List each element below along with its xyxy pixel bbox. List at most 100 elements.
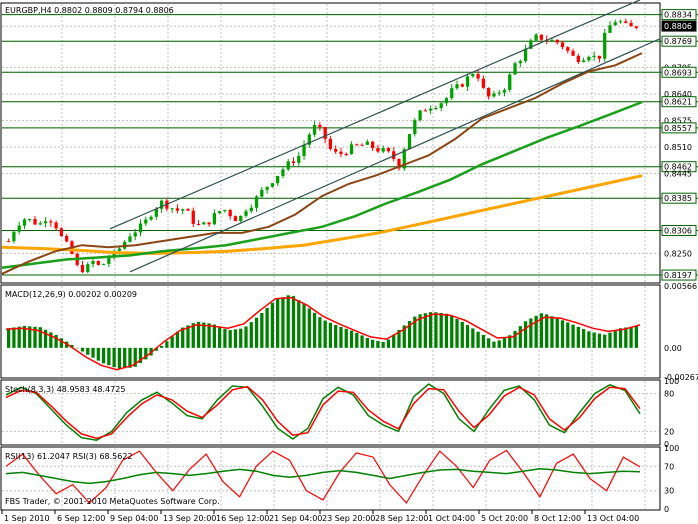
- candle-body: [239, 215, 243, 222]
- candle-body: [550, 39, 554, 41]
- candle-body: [487, 87, 491, 97]
- candle-body: [581, 60, 586, 63]
- candle-body: [302, 144, 306, 156]
- macd-bar: [418, 314, 422, 348]
- macd-bar: [492, 341, 496, 348]
- candle-body: [297, 155, 301, 163]
- candle-body: [170, 208, 174, 210]
- candle-body: [571, 50, 575, 56]
- price-axis-label: 0.8510: [664, 143, 692, 152]
- candle-body: [254, 196, 259, 208]
- candle-body: [539, 34, 544, 40]
- chart-symbol-header: EURGBP,H4 0.8802 0.8809 0.8794 0.8806: [5, 6, 174, 15]
- time-axis-label: 9 Sep 04:00: [110, 514, 158, 523]
- macd-bar: [80, 347, 85, 352]
- candle-body: [107, 257, 111, 264]
- macd-bar: [291, 296, 296, 348]
- price-axis-label: 0.8385: [664, 194, 692, 203]
- candle-body: [307, 134, 311, 145]
- price-label-box: [661, 66, 697, 78]
- candle-body: [286, 161, 290, 170]
- macd-bar: [43, 329, 48, 348]
- price-axis-label: 0.8575: [664, 117, 692, 126]
- candle-body: [518, 61, 522, 64]
- macd-bar: [502, 337, 507, 348]
- macd-bar: [534, 315, 538, 348]
- macd-bar: [618, 328, 623, 348]
- channel-line: [109, 0, 641, 230]
- candle-body: [96, 260, 100, 265]
- macd-bar: [323, 320, 327, 348]
- macd-bar: [376, 340, 380, 348]
- macd-bar: [165, 341, 169, 348]
- macd-bar: [244, 326, 248, 348]
- macd-bar: [571, 324, 575, 348]
- indicator-axis-label: 100: [664, 444, 679, 453]
- candle-body: [59, 228, 64, 237]
- macd-bar: [476, 331, 480, 348]
- candle-body: [597, 55, 602, 59]
- macd-bar: [144, 347, 148, 360]
- price-axis-label: 0.8197: [664, 271, 692, 280]
- time-axis-label: 23 Sep 20:00: [322, 514, 375, 523]
- macd-bar: [112, 347, 116, 368]
- macd-bar: [286, 295, 290, 348]
- price-axis-label: 0.8306: [664, 226, 692, 235]
- macd-bar: [123, 347, 127, 369]
- macd-bar: [539, 313, 544, 348]
- candle-body: [276, 175, 280, 184]
- price-axis-label: 0.8806: [664, 22, 692, 31]
- candle-body: [560, 42, 565, 48]
- candle-body: [587, 56, 591, 61]
- candle-body: [80, 264, 85, 273]
- macd-bar: [297, 300, 301, 348]
- time-axis-label: 13 Oct 04:00: [587, 514, 639, 523]
- stoch-main-line: [5, 383, 641, 441]
- macd-bar: [434, 312, 438, 348]
- candle-body: [508, 74, 512, 90]
- indicator-axis-label: 80: [664, 390, 674, 399]
- price-axis-label: 0.8640: [664, 90, 692, 99]
- candle-body: [323, 127, 327, 139]
- macd-bar: [328, 322, 333, 348]
- candlestick-layer: [1, 0, 698, 276]
- candle-body: [144, 219, 148, 224]
- rsi-pane-frame[interactable]: [0, 446, 661, 511]
- channel-line: [129, 38, 661, 273]
- candle-body: [402, 149, 406, 169]
- macd-bar: [603, 334, 607, 348]
- macd-bar: [344, 328, 348, 348]
- macd-bar: [444, 313, 449, 348]
- macd-bar: [465, 325, 470, 348]
- macd-bar: [38, 327, 42, 348]
- macd-bar: [555, 318, 559, 348]
- candle-body: [624, 21, 628, 23]
- indicator-axis-label: 0: [664, 440, 669, 449]
- candle-body: [460, 84, 464, 87]
- macd-bar: [191, 323, 195, 348]
- macd-bar: [128, 347, 132, 368]
- macd-bar: [413, 316, 417, 348]
- time-axis-label: 16 Sep 12:00: [216, 514, 269, 523]
- macd-bar: [70, 344, 74, 348]
- candle-body: [450, 88, 454, 99]
- macd-bar: [96, 347, 100, 361]
- candle-body: [455, 84, 459, 89]
- macd-bar: [550, 316, 554, 348]
- macd-bar: [260, 313, 264, 348]
- candle-body: [618, 21, 623, 23]
- candle-body: [186, 209, 190, 211]
- macd-bar: [318, 317, 322, 348]
- ma-slow-line: [1, 174, 643, 255]
- macd-bar: [312, 312, 317, 348]
- macd-bar: [49, 332, 53, 348]
- macd-bar: [228, 330, 232, 348]
- macd-bar: [101, 347, 106, 364]
- macd-bar: [587, 331, 591, 348]
- macd-bar: [334, 324, 338, 348]
- macd-bar: [223, 328, 227, 348]
- macd-bar: [487, 338, 491, 348]
- stoch-header: Stoch(8,3,3) 48.9583 48.4725: [5, 385, 125, 394]
- candle-body: [439, 103, 443, 109]
